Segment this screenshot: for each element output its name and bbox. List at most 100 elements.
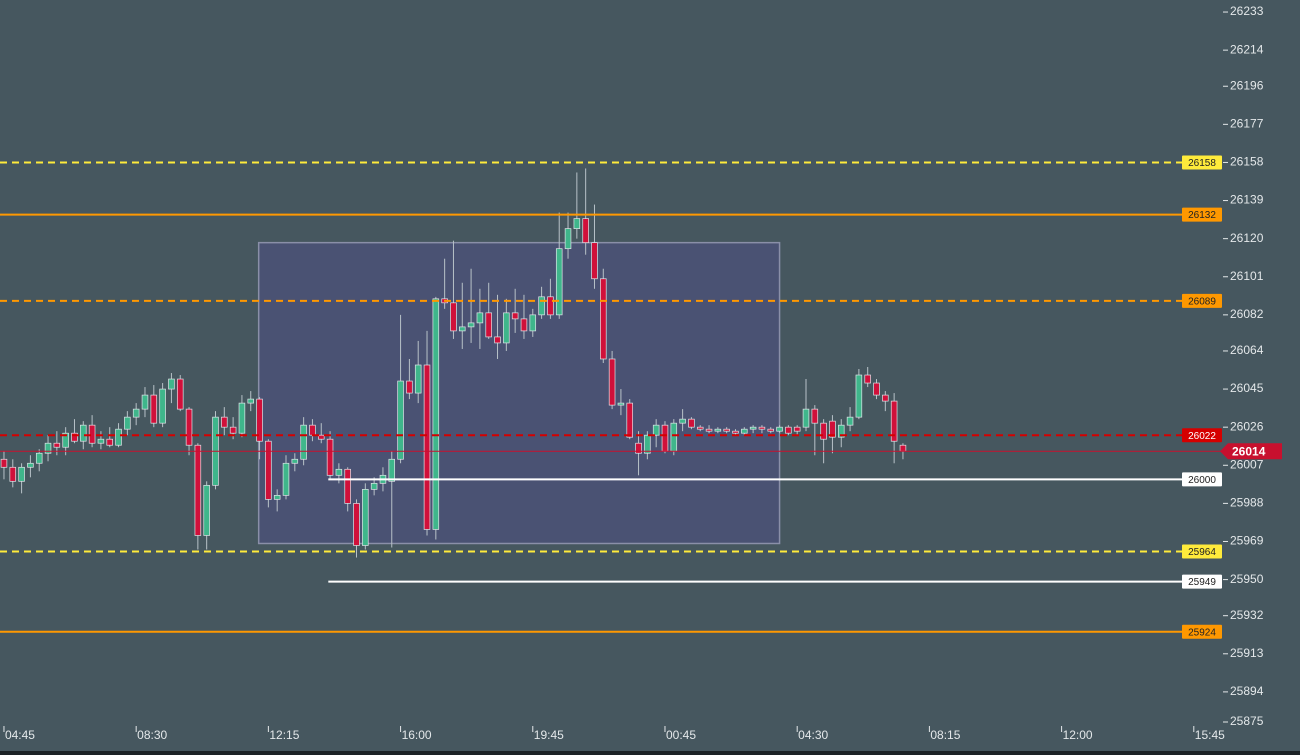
y-tick-label: 25988 — [1230, 496, 1264, 510]
candle-body — [370, 482, 378, 490]
candle-body — [758, 426, 766, 430]
candle-body — [617, 402, 625, 406]
y-tick-label: 26177 — [1230, 117, 1264, 131]
level-label: 26089 — [1188, 296, 1216, 307]
candle-body — [688, 418, 695, 428]
y-tick-label: 25932 — [1230, 608, 1264, 622]
x-tick-label: 19:45 — [534, 728, 564, 742]
level-label: 26132 — [1188, 210, 1216, 221]
candle-body — [265, 440, 272, 500]
candle-body — [450, 302, 457, 332]
candle-body — [291, 458, 299, 464]
level-label: 26022 — [1188, 431, 1216, 442]
current-price-tag — [1220, 443, 1282, 460]
candle-body — [591, 242, 598, 280]
candle-body — [705, 428, 713, 432]
candle-body — [362, 488, 369, 546]
x-tick-label: 12:00 — [1063, 728, 1093, 742]
y-tick-label: 26196 — [1230, 78, 1264, 92]
candle-body — [150, 394, 158, 424]
candle-body — [9, 466, 17, 482]
candle-body — [679, 418, 686, 424]
candle-body — [811, 408, 819, 424]
candle-body — [476, 312, 484, 324]
candle-body — [626, 402, 633, 438]
candle-body — [44, 442, 52, 454]
candle-body — [644, 434, 651, 454]
level-tag — [1182, 472, 1222, 487]
y-tick-label: 26026 — [1230, 419, 1264, 433]
candle-body — [564, 228, 572, 250]
candle-body — [714, 428, 722, 432]
candle-body — [723, 428, 730, 432]
level-label: 25924 — [1188, 627, 1216, 638]
candle-body — [846, 416, 854, 426]
candle-body — [529, 314, 537, 332]
candle-body — [397, 380, 404, 460]
candle-body — [53, 442, 61, 448]
y-tick-label: 26214 — [1230, 42, 1264, 56]
candle-body — [467, 322, 475, 328]
candle-body — [423, 364, 431, 530]
candle-body — [635, 442, 642, 454]
candle-body — [864, 374, 871, 384]
level-tag — [1182, 428, 1222, 443]
y-tick-label: 25950 — [1230, 572, 1264, 586]
candle-body — [890, 400, 898, 442]
bottom-edge — [0, 751, 1300, 755]
candle-body — [837, 424, 845, 438]
candle-body — [829, 420, 836, 438]
candle-body — [238, 402, 246, 434]
level-label: 25949 — [1188, 577, 1216, 588]
x-tick-label: 00:45 — [666, 728, 696, 742]
level-tag — [1182, 544, 1222, 559]
candle-body — [176, 378, 184, 410]
candle-body — [459, 326, 466, 332]
candle-body — [97, 438, 105, 444]
y-tick-label: 26233 — [1230, 4, 1264, 18]
level-label: 25964 — [1188, 547, 1216, 558]
candle-body — [732, 430, 739, 434]
y-tick-label: 25913 — [1230, 646, 1264, 660]
candle-body — [27, 462, 34, 468]
candle-body — [696, 426, 704, 430]
candle-body — [353, 503, 360, 546]
level-tag — [1182, 155, 1222, 170]
candle-body — [344, 468, 351, 504]
candle-body — [0, 458, 8, 468]
level-tag — [1182, 293, 1222, 308]
candle-body — [326, 438, 334, 476]
y-tick-label: 26101 — [1230, 269, 1264, 283]
x-tick-label: 15:45 — [1195, 728, 1225, 742]
candle-body — [300, 424, 307, 460]
candle-body — [247, 398, 255, 404]
candle-body — [388, 458, 396, 482]
candle-body — [494, 336, 501, 344]
candle-body — [608, 358, 616, 406]
candle-body — [600, 278, 607, 360]
candle-body — [221, 416, 228, 428]
candle-body — [335, 468, 343, 476]
candle-body — [661, 424, 669, 452]
level-label: 26158 — [1188, 158, 1216, 169]
candle-body — [882, 394, 889, 402]
candle-body — [80, 424, 87, 442]
candle-body — [582, 218, 589, 244]
candle-body — [555, 248, 563, 316]
y-tick-label: 25969 — [1230, 534, 1264, 548]
candle-body — [124, 416, 131, 430]
candle-body — [793, 426, 801, 432]
candle-body — [88, 424, 96, 444]
candle-body — [414, 364, 422, 394]
candle-body — [802, 408, 810, 428]
y-tick-label: 25894 — [1230, 684, 1264, 698]
y-tick-label: 25875 — [1230, 714, 1264, 728]
candle-body — [273, 495, 281, 500]
candle-body — [785, 426, 792, 434]
candle-body — [282, 462, 290, 496]
level-tag — [1182, 574, 1222, 589]
candle-body — [538, 296, 545, 316]
candle-body — [194, 444, 202, 536]
candle-body — [432, 298, 440, 530]
